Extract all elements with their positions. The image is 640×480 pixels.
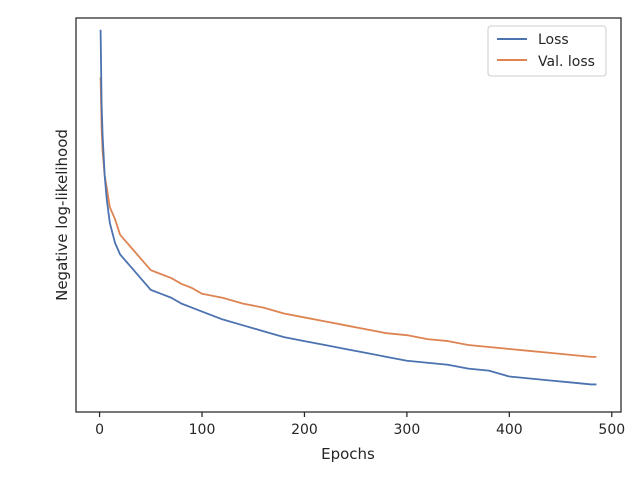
x-tick-label: 200: [291, 422, 318, 438]
legend: Loss Val. loss: [487, 25, 607, 77]
plot-frame: [75, 17, 622, 413]
series-line-val-loss: [99, 77, 597, 358]
series-line-loss: [99, 29, 597, 386]
x-axis-label: Epochs: [321, 445, 375, 463]
y-axis-label: Negative log-likelihood: [53, 129, 71, 301]
legend-label-loss: Loss: [538, 32, 569, 48]
x-axis-ticks: 0 100 200 300 400 500: [95, 412, 625, 438]
x-tick-label: 500: [598, 422, 625, 438]
x-tick-label: 100: [189, 422, 216, 438]
legend-label-val-loss: Val. loss: [538, 54, 595, 70]
x-tick-label: 300: [394, 422, 421, 438]
x-tick-label: 400: [496, 422, 523, 438]
series-layer: [99, 29, 597, 386]
x-tick-label: 0: [95, 422, 104, 438]
